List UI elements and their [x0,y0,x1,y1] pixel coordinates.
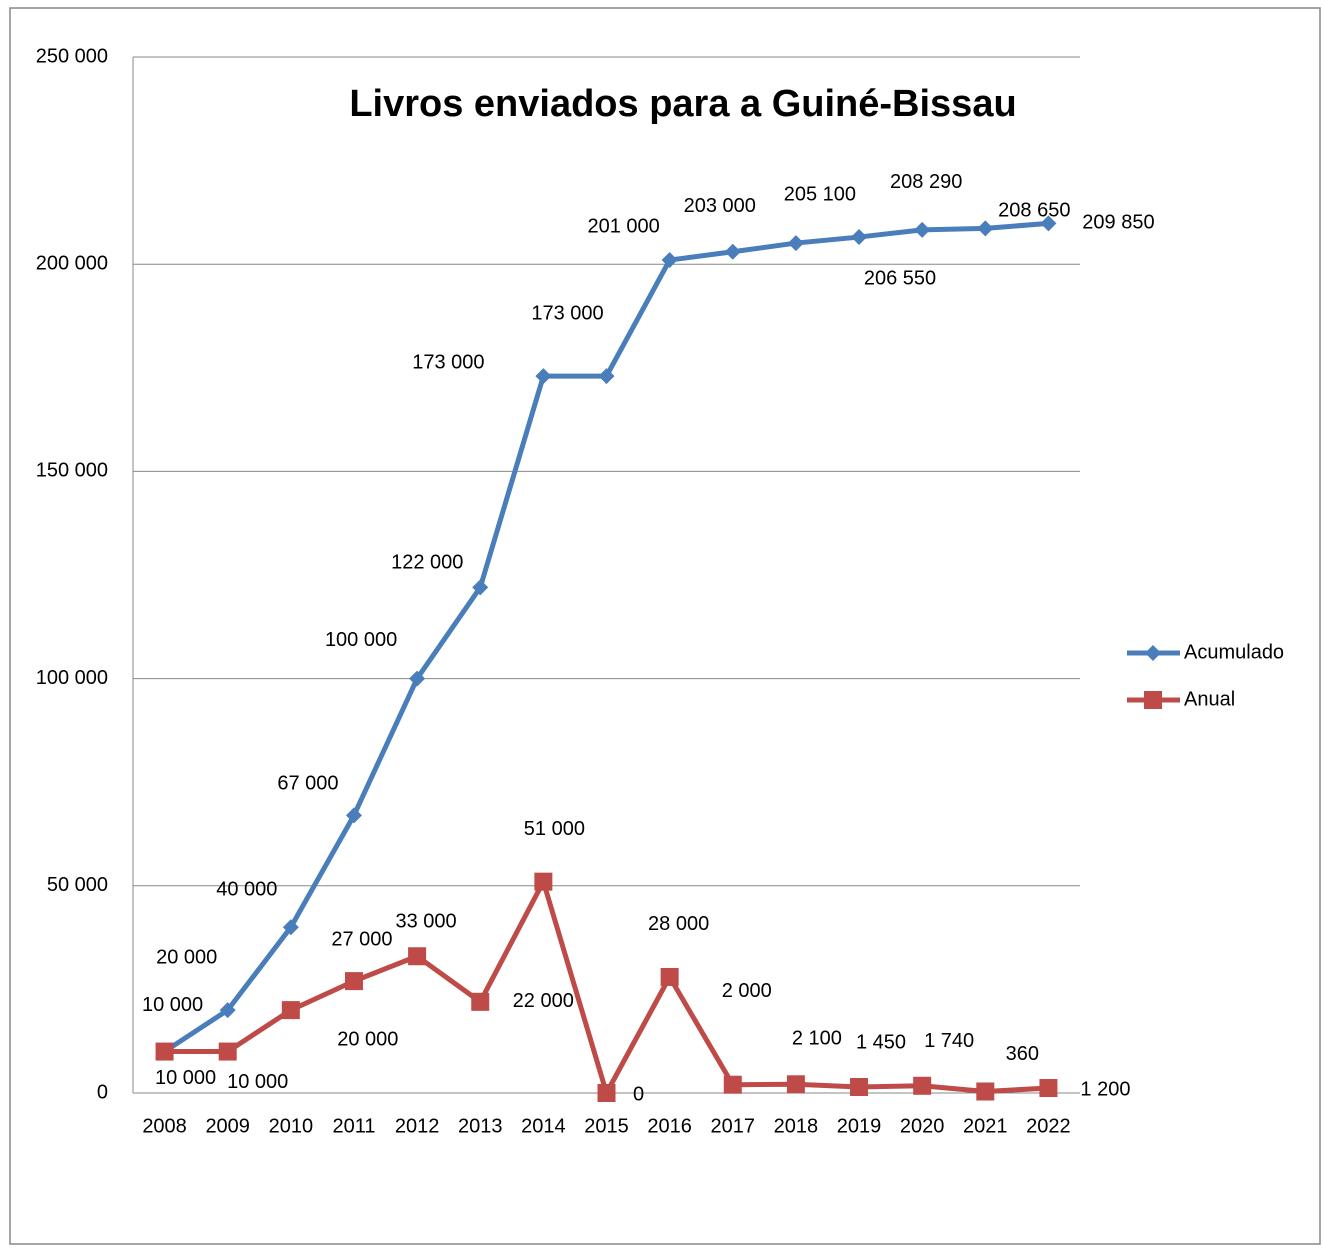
marker [219,1002,236,1019]
marker [660,967,679,986]
marker [1145,645,1161,661]
marker [409,670,426,687]
marker [535,368,552,385]
data-label: 67 000 [277,773,338,795]
data-label: 51 000 [524,818,585,840]
marker [282,919,299,936]
data-label: 203 000 [684,195,756,217]
marker [471,992,490,1011]
chart-title: Livros enviados para a Guiné-Bissau [349,83,1016,125]
x-tick-label: 2021 [963,1115,1008,1137]
data-label: 20 000 [156,946,217,968]
data-label: 173 000 [412,351,484,373]
data-label: 10 000 [142,994,203,1016]
data-label: 20 000 [337,1028,398,1050]
x-tick-label: 2018 [774,1115,819,1137]
x-tick-label: 2020 [900,1115,945,1137]
y-tick-label: 100 000 [36,667,108,689]
marker [344,972,363,991]
marker [598,368,615,385]
marker [850,1077,869,1096]
legend-label: Anual [1184,688,1235,710]
data-label: 205 100 [784,183,856,205]
data-label: 360 [1006,1043,1039,1065]
x-tick-label: 2009 [205,1115,250,1137]
data-label: 208 290 [890,171,962,193]
marker [661,252,678,269]
data-label: 33 000 [396,911,457,933]
marker [408,947,427,966]
marker [723,1075,742,1094]
marker [155,1042,174,1061]
y-tick-label: 50 000 [47,874,108,896]
marker [724,243,741,260]
data-label: 2 100 [792,1028,842,1050]
x-tick-label: 2022 [1026,1115,1071,1137]
data-label: 22 000 [513,990,574,1012]
marker [281,1001,300,1020]
data-label: 27 000 [331,928,392,950]
x-tick-label: 2008 [142,1115,187,1137]
marker [787,235,804,252]
marker [597,1084,616,1102]
x-tick-label: 2013 [458,1115,503,1137]
marker [914,221,931,238]
x-tick-label: 2011 [332,1115,375,1137]
x-tick-label: 2019 [837,1115,882,1137]
marker [851,229,868,246]
marker [218,1042,237,1061]
x-tick-label: 2015 [584,1115,629,1137]
x-tick-label: 2012 [395,1115,440,1137]
data-label: 10 000 [227,1071,288,1093]
marker [1039,1079,1058,1098]
y-tick-label: 200 000 [36,252,108,274]
marker [1040,215,1057,232]
data-label: 1 200 [1080,1078,1130,1100]
data-label: 1 740 [924,1030,974,1052]
x-tick-label: 2014 [521,1115,566,1137]
data-label: 173 000 [531,302,603,324]
legend-label: Acumulado [1184,641,1284,663]
x-tick-label: 2016 [647,1115,692,1137]
y-tick-label: 150 000 [36,460,108,482]
data-label: 122 000 [391,552,463,574]
marker [534,872,553,891]
data-label: 2 000 [722,980,772,1002]
marker [786,1075,805,1094]
data-label: 28 000 [648,913,709,935]
data-label: 208 650 [998,200,1070,222]
data-label: 10 000 [155,1067,216,1089]
chart-border [9,7,1321,1245]
data-label: 40 000 [216,879,277,901]
x-tick-label: 2017 [711,1115,756,1137]
marker [913,1076,932,1095]
marker [1144,691,1162,709]
data-label: 100 000 [325,629,397,651]
marker [976,1082,995,1101]
data-label: 201 000 [587,215,659,237]
y-tick-label: 250 000 [36,45,108,67]
marker [472,579,489,596]
x-tick-label: 2010 [269,1115,314,1137]
marker [977,220,994,237]
marker [345,807,362,824]
y-tick-label: 0 [97,1081,108,1103]
data-label: 209 850 [1082,212,1154,234]
data-label: 0 [633,1083,644,1105]
data-label: 206 550 [864,267,936,289]
data-label: 1 450 [856,1031,906,1053]
